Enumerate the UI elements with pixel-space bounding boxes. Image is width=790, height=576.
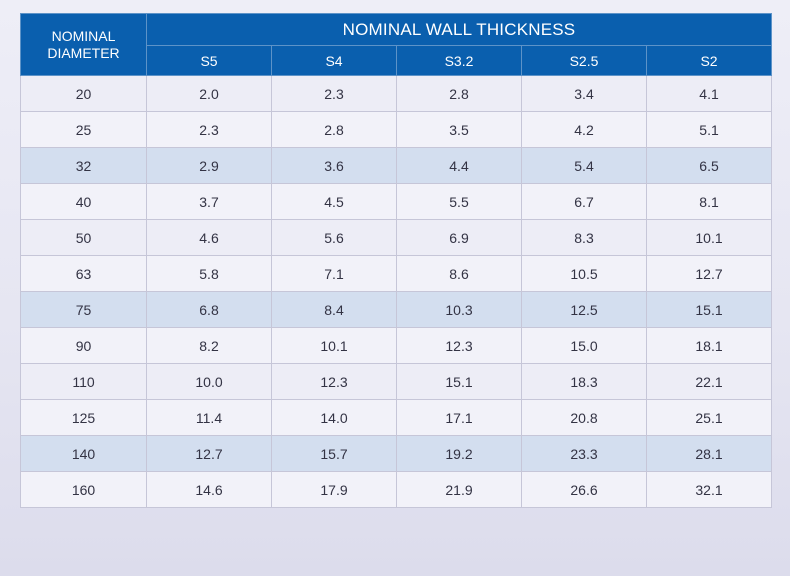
column-header-s3-2: S3.2 xyxy=(396,45,522,76)
thickness-cell: 5.5 xyxy=(396,183,522,220)
thickness-cell: 5.6 xyxy=(271,219,397,256)
table-row: 50 4.6 5.6 6.9 8.3 10.1 xyxy=(20,219,773,256)
nominal-wall-thickness-header: NOMINAL WALL THICKNESS xyxy=(145,13,773,46)
diameter-cell: 75 xyxy=(20,291,147,328)
thickness-cell: 28.1 xyxy=(645,435,773,472)
thickness-cell: 10.1 xyxy=(645,219,773,256)
thickness-cell: 23.3 xyxy=(521,435,647,472)
thickness-cell: 6.8 xyxy=(146,291,272,328)
thickness-cell: 15.1 xyxy=(645,291,773,328)
thickness-cell: 11.4 xyxy=(146,399,272,436)
thickness-cell: 17.1 xyxy=(396,399,522,436)
nominal-diameter-header-line2: DIAMETER xyxy=(47,44,120,61)
thickness-cell: 3.6 xyxy=(271,147,397,184)
thickness-cell: 2.3 xyxy=(271,75,397,112)
thickness-cell: 5.8 xyxy=(146,255,272,292)
thickness-cell: 10.5 xyxy=(521,255,647,292)
table-row: 140 12.7 15.7 19.2 23.3 28.1 xyxy=(20,435,773,472)
table-row: 125 11.4 14.0 17.1 20.8 25.1 xyxy=(20,399,773,436)
thickness-cell: 2.8 xyxy=(271,111,397,148)
thickness-cell: 26.6 xyxy=(521,471,647,508)
thickness-cell: 8.2 xyxy=(146,327,272,364)
table-header: NOMINAL DIAMETER NOMINAL WALL THICKNESS S… xyxy=(20,13,773,76)
thickness-cell: 20.8 xyxy=(521,399,647,436)
thickness-cell: 10.0 xyxy=(146,363,272,400)
thickness-cell: 18.3 xyxy=(521,363,647,400)
thickness-cell: 18.1 xyxy=(645,327,773,364)
diameter-cell: 125 xyxy=(20,399,147,436)
thickness-cell: 15.0 xyxy=(521,327,647,364)
diameter-cell: 25 xyxy=(20,111,147,148)
thickness-cell: 8.3 xyxy=(521,219,647,256)
thickness-cell: 6.5 xyxy=(645,147,773,184)
diameter-cell: 20 xyxy=(20,75,147,112)
thickness-cell: 3.7 xyxy=(146,183,272,220)
diameter-cell: 32 xyxy=(20,147,147,184)
thickness-cell: 15.1 xyxy=(396,363,522,400)
diameter-cell: 110 xyxy=(20,363,147,400)
thickness-cell: 2.0 xyxy=(146,75,272,112)
thickness-cell: 14.0 xyxy=(271,399,397,436)
diameter-cell: 140 xyxy=(20,435,147,472)
thickness-cell: 2.3 xyxy=(146,111,272,148)
thickness-cell: 22.1 xyxy=(645,363,773,400)
thickness-cell: 19.2 xyxy=(396,435,522,472)
table-body: 20 2.0 2.3 2.8 3.4 4.1 25 2.3 2.8 3.5 4.2 5.1 32 2.9 3… xyxy=(20,75,773,508)
table-row: 32 2.9 3.6 4.4 5.4 6.5 xyxy=(20,147,773,184)
column-header-s4: S4 xyxy=(271,45,397,76)
thickness-cell: 32.1 xyxy=(645,471,773,508)
thickness-cell: 10.1 xyxy=(271,327,397,364)
table-row: 90 8.2 10.1 12.3 15.0 18.1 xyxy=(20,327,773,364)
diameter-cell: 160 xyxy=(20,471,147,508)
thickness-cell: 12.3 xyxy=(396,327,522,364)
diameter-cell: 63 xyxy=(20,255,147,292)
table-row: 40 3.7 4.5 5.5 6.7 8.1 xyxy=(20,183,773,220)
wall-thickness-table: NOMINAL DIAMETER NOMINAL WALL THICKNESS S… xyxy=(20,13,773,508)
thickness-cell: 2.9 xyxy=(146,147,272,184)
column-header-s2-5: S2.5 xyxy=(521,45,647,76)
thickness-cell: 5.1 xyxy=(645,111,773,148)
thickness-cell: 4.2 xyxy=(521,111,647,148)
thickness-cell: 6.9 xyxy=(396,219,522,256)
thickness-cell: 8.6 xyxy=(396,255,522,292)
wall-thickness-table-container: NOMINAL DIAMETER NOMINAL WALL THICKNESS S… xyxy=(20,13,773,508)
header-row-top: NOMINAL DIAMETER NOMINAL WALL THICKNESS xyxy=(20,13,773,76)
thickness-cell: 6.7 xyxy=(521,183,647,220)
thickness-cell: 21.9 xyxy=(396,471,522,508)
thickness-cell: 12.7 xyxy=(146,435,272,472)
thickness-cell: 17.9 xyxy=(271,471,397,508)
diameter-cell: 90 xyxy=(20,327,147,364)
thickness-cell: 12.3 xyxy=(271,363,397,400)
table-row: 160 14.6 17.9 21.9 26.6 32.1 xyxy=(20,471,773,508)
thickness-cell: 12.7 xyxy=(645,255,773,292)
thickness-cell: 25.1 xyxy=(645,399,773,436)
column-header-s5: S5 xyxy=(146,45,272,76)
thickness-cell: 10.3 xyxy=(396,291,522,328)
table-row: 20 2.0 2.3 2.8 3.4 4.1 xyxy=(20,75,773,112)
thickness-cell: 4.4 xyxy=(396,147,522,184)
table-row: 63 5.8 7.1 8.6 10.5 12.7 xyxy=(20,255,773,292)
table-row: 110 10.0 12.3 15.1 18.3 22.1 xyxy=(20,363,773,400)
thickness-cell: 4.1 xyxy=(645,75,773,112)
thickness-cell: 8.1 xyxy=(645,183,773,220)
nominal-diameter-header-line1: NOMINAL xyxy=(51,27,116,44)
thickness-cell: 3.4 xyxy=(521,75,647,112)
nominal-diameter-header: NOMINAL DIAMETER xyxy=(20,13,147,76)
thickness-cell: 4.6 xyxy=(146,219,272,256)
table-row: 75 6.8 8.4 10.3 12.5 15.1 xyxy=(20,291,773,328)
table-row: 25 2.3 2.8 3.5 4.2 5.1 xyxy=(20,111,773,148)
column-header-s2: S2 xyxy=(645,45,773,76)
thickness-cell: 7.1 xyxy=(271,255,397,292)
thickness-cell: 5.4 xyxy=(521,147,647,184)
thickness-cell: 14.6 xyxy=(146,471,272,508)
thickness-cell: 15.7 xyxy=(271,435,397,472)
thickness-cell: 3.5 xyxy=(396,111,522,148)
diameter-cell: 40 xyxy=(20,183,147,220)
thickness-cell: 4.5 xyxy=(271,183,397,220)
thickness-cell: 2.8 xyxy=(396,75,522,112)
header-row-sub: S5 S4 S3.2 S2.5 S2 xyxy=(21,45,773,76)
thickness-cell: 8.4 xyxy=(271,291,397,328)
diameter-cell: 50 xyxy=(20,219,147,256)
thickness-cell: 12.5 xyxy=(521,291,647,328)
